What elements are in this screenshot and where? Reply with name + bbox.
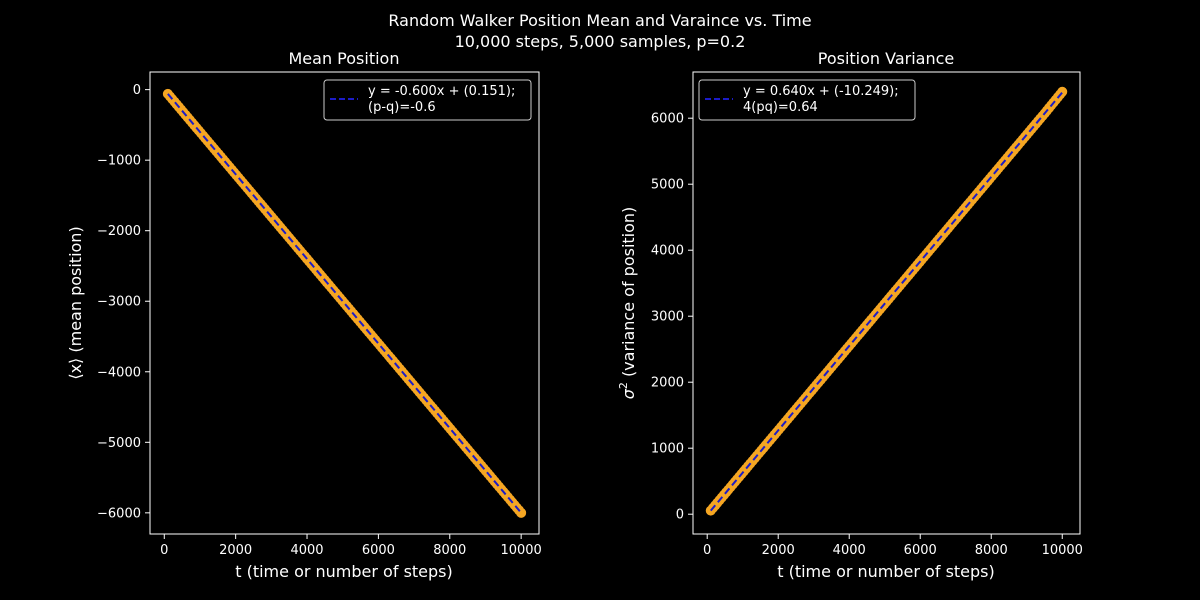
- position-variance-ytick-label: 6000: [651, 112, 684, 127]
- mean-position-ylabel: ⟨x⟩ (mean position): [66, 226, 85, 379]
- position-variance-ytick-label: 2000: [651, 376, 684, 391]
- position-variance-panel: Position Variance 0 2000 4000 6000 8000 10000…: [617, 49, 1083, 581]
- position-variance-ylabel-symbol: σ: [619, 388, 638, 399]
- mean-position-legend-box: [323, 79, 532, 121]
- mean-position-legend-label-line2: (p-q)=-0.6: [368, 100, 436, 115]
- figure-title-line2: 10,000 steps, 5,000 samples, p=0.2: [455, 32, 746, 51]
- position-variance-ylabel-sup: 2: [617, 382, 630, 389]
- mean-position-ytick-label: −6000: [97, 506, 141, 521]
- position-variance-legend-box: [698, 79, 916, 121]
- position-variance-xtick-label: 8000: [975, 543, 1008, 558]
- position-variance-xtick-label: 10000: [1042, 543, 1083, 558]
- mean-position-fit-line: [167, 93, 522, 514]
- mean-position-ticks: 0 2000 4000 6000 8000 10000 0 −1000 −2000 −3000 −4…: [97, 83, 542, 558]
- mean-position-marks: [162, 88, 527, 518]
- position-variance-xlabel: t (time or number of steps): [777, 562, 995, 581]
- position-variance-xtick-label: 2000: [762, 543, 795, 558]
- mean-position-xtick-label: 10000: [500, 543, 541, 558]
- position-variance-xtick-label: 6000: [904, 543, 937, 558]
- mean-position-legend-label: y = -0.600x + (0.151);: [368, 84, 515, 99]
- position-variance-ylabel-rest: (variance of position): [619, 207, 638, 382]
- mean-position-xtick-label: 8000: [433, 543, 466, 558]
- mean-position-xlabel: t (time or number of steps): [235, 562, 453, 581]
- mean-position-xtick-label: 2000: [219, 543, 252, 558]
- position-variance-ylabel: σ2 (variance of position): [617, 207, 638, 400]
- position-variance-xtick-label: 4000: [833, 543, 866, 558]
- mean-position-ytick-label: 0: [133, 83, 141, 98]
- position-variance-fit-line: [709, 91, 1064, 512]
- position-variance-legend-label-line2: 4(pq)=0.64: [743, 100, 818, 115]
- position-variance-title: Position Variance: [818, 49, 955, 68]
- mean-position-ytick-label: −4000: [97, 365, 141, 380]
- mean-position-ytick-label: −5000: [97, 436, 141, 451]
- position-variance-axes-frame: [692, 71, 1081, 535]
- position-variance-ytick-label: 4000: [651, 244, 684, 259]
- position-variance-ytick-label: 0: [676, 508, 684, 523]
- mean-position-ytick-label: −3000: [97, 295, 141, 310]
- position-variance-ytick-label: 1000: [651, 442, 684, 457]
- mean-position-xtick-label: 0: [160, 543, 168, 558]
- mean-position-title: Mean Position: [289, 49, 400, 68]
- mean-position-ytick-label: −1000: [97, 154, 141, 169]
- mean-position-xtick-label: 6000: [362, 543, 395, 558]
- position-variance-ticks: 0 2000 4000 6000 8000 10000 0 1000 2000 3000 4000 5…: [651, 112, 1083, 558]
- mean-position-xtick-label: 4000: [290, 543, 323, 558]
- position-variance-legend-label: y = 0.640x + (-10.249);: [743, 84, 899, 99]
- position-variance-xtick-label: 0: [703, 543, 711, 558]
- position-variance-ytick-label: 5000: [651, 178, 684, 193]
- mean-position-panel: Mean Position 0 2000 4000 6000 8000 10000 0 −10…: [66, 49, 542, 581]
- figure-title-line1: Random Walker Position Mean and Varaince…: [388, 11, 811, 30]
- position-variance-marks: [705, 86, 1068, 516]
- position-variance-legend: y = 0.640x + (-10.249); 4(pq)=0.64: [698, 79, 916, 121]
- mean-position-legend: y = -0.600x + (0.151); (p-q)=-0.6: [323, 79, 532, 121]
- position-variance-ytick-label: 3000: [651, 310, 684, 325]
- mean-position-ytick-label: −2000: [97, 224, 141, 239]
- mean-position-axes-frame: [149, 71, 540, 535]
